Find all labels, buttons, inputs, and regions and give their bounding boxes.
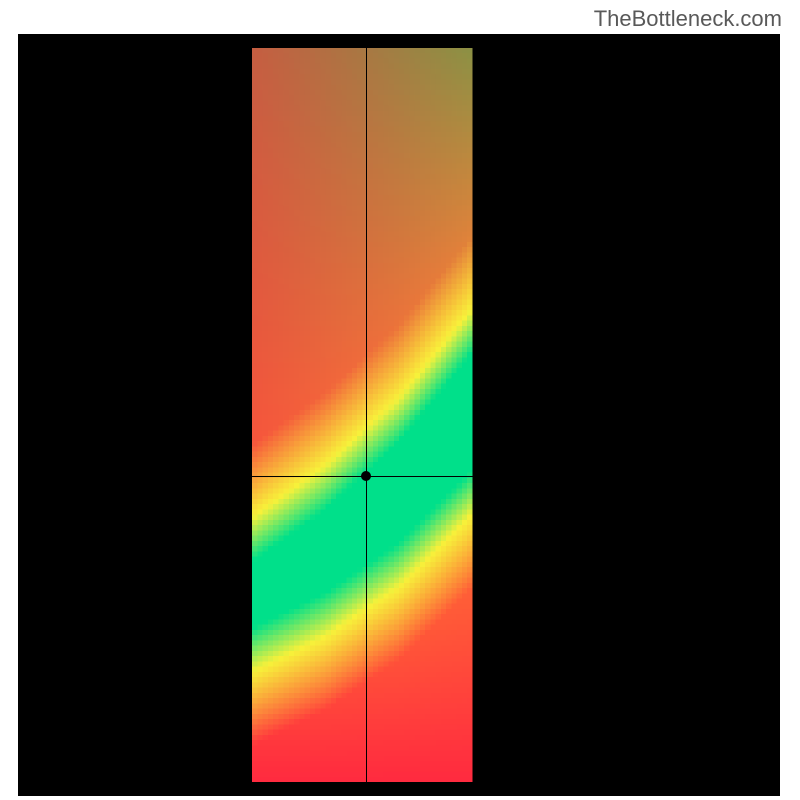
marker-dot — [361, 471, 371, 481]
chart-container: TheBottleneck.com — [0, 0, 800, 800]
watermark-text: TheBottleneck.com — [594, 6, 782, 32]
heatmap-canvas — [32, 48, 766, 782]
crosshair-vertical — [366, 48, 367, 782]
chart-plot-area — [18, 34, 780, 796]
crosshair-horizontal — [32, 476, 766, 477]
